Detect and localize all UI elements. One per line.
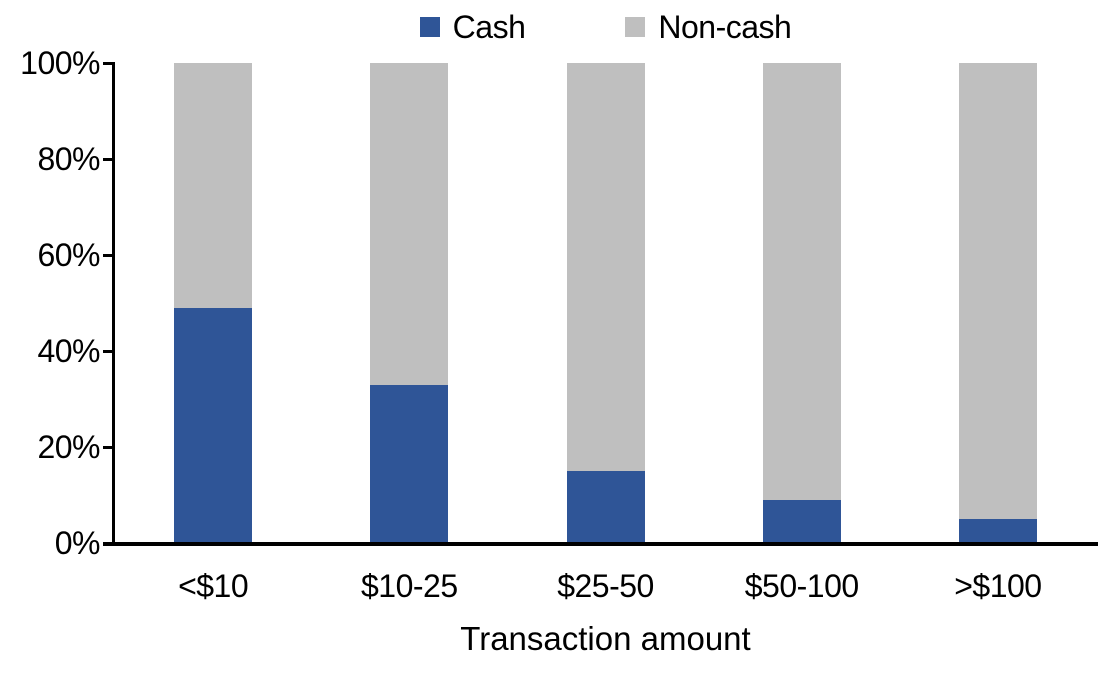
cash-legend-swatch [419,17,440,37]
y-axis-tick-60 [103,254,115,257]
y-axis-line [112,63,115,544]
y-axis-tick-20 [103,446,115,449]
y-axis-tick-label-60: 60% [37,237,100,273]
non-cash-legend-swatch [625,17,646,37]
non-cash-segment [566,63,645,471]
y-axis-tick-label-40: 40% [37,333,100,369]
y-axis-tick-0 [103,542,115,545]
cash-segment [762,499,841,543]
y-axis-tick-100 [103,62,115,65]
y-axis-tick-80 [103,158,115,161]
non-cash-segment [958,63,1037,519]
non-cash-segment [762,63,841,500]
legend-label-non-cash: Non-cash [658,8,792,45]
cash-segment [370,384,449,543]
bar-stack-100 [958,63,1037,543]
y-axis-tick-label-20: 20% [37,429,100,465]
bar-stack-50-100 [762,63,841,543]
legend-item-non-cash: Non-cash [625,8,792,46]
non-cash-segment [174,63,253,308]
bars-container [115,63,1096,543]
x-axis-category-label-10-25: $10-25 [360,568,458,604]
y-axis-tick-label-100: 100% [20,45,100,81]
y-axis-tick-40 [103,350,115,353]
bar-group-50-100 [704,63,900,543]
x-axis-category-label-100: >$100 [954,568,1042,604]
cash-segment [174,307,253,543]
bar-stack-25-50 [566,63,645,543]
legend-label-cash: Cash [452,8,526,45]
x-axis-title: Transaction amount [460,620,751,657]
bar-stack-10 [174,63,253,543]
chart-legend: Cash Non-cash [115,6,1096,48]
x-axis-labels: <$10 $10-25 $25-50 $50-100 >$100 [115,568,1096,605]
x-axis-category-label-10: <$10 [178,568,249,604]
cash-segment [566,471,645,543]
bar-group-25-50 [507,63,703,543]
non-cash-segment [370,63,449,385]
x-axis-line [103,542,1098,546]
y-axis-tick-label-80: 80% [37,141,100,177]
x-axis-category-label-25-50: $25-50 [557,568,654,604]
x-axis-category-label-50-100: $50-100 [744,568,859,604]
bar-group-100 [900,63,1096,543]
cash-segment [958,519,1037,543]
bar-group-10 [115,63,311,543]
plot-area [115,63,1096,543]
bar-stack-10-25 [370,63,449,543]
legend-item-cash: Cash [419,8,526,46]
bar-group-10-25 [311,63,507,543]
y-axis-tick-label-0: 0% [54,525,101,561]
